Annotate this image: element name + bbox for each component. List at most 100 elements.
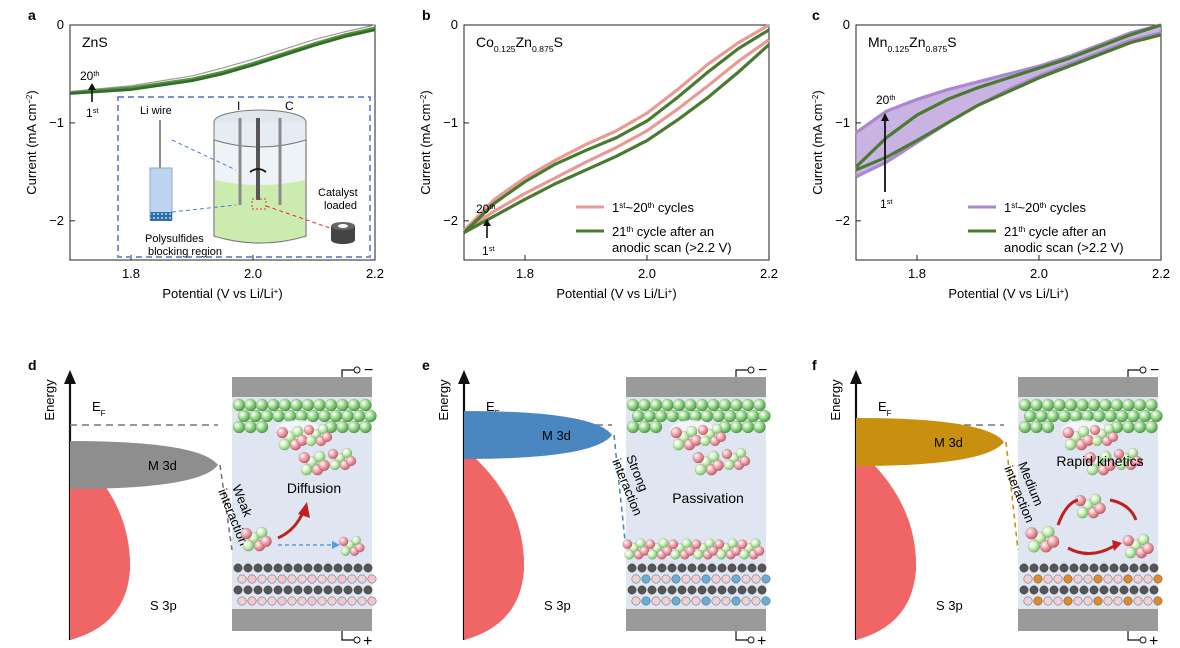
x-tick-label: 2.2 — [1152, 266, 1170, 281]
lattice-atom — [727, 563, 737, 573]
lattice-atom — [357, 574, 367, 584]
atom — [692, 451, 705, 464]
lattice-atom — [1103, 596, 1113, 606]
atom — [1131, 455, 1143, 467]
lattice-atom — [247, 596, 257, 606]
atom — [666, 409, 679, 423]
atom — [1094, 502, 1106, 515]
lattice-atom — [1109, 563, 1119, 573]
series-line — [854, 23, 1162, 169]
lattice-atom — [267, 596, 277, 606]
lattice-atom — [741, 574, 751, 584]
lattice-atom — [1153, 596, 1163, 606]
atom — [352, 409, 366, 423]
y-tick-label: 0 — [57, 17, 64, 32]
lattice-atom — [657, 563, 667, 573]
atom — [244, 420, 257, 434]
atom — [758, 409, 771, 423]
lattice-atom — [257, 596, 267, 606]
atom — [707, 398, 720, 412]
energy-axis-arrowhead — [850, 370, 862, 384]
x-axis-label: Potential (V vs Li/Li+) — [556, 286, 676, 301]
lattice-atom — [641, 596, 651, 606]
terminal-node-top — [747, 366, 755, 374]
atom — [347, 398, 361, 412]
atom — [684, 398, 697, 412]
lattice-atom — [273, 585, 283, 595]
cycle-start-label: 1st — [86, 106, 99, 121]
atom — [654, 409, 668, 423]
terminal-wire-bottom — [735, 631, 748, 641]
lattice-atom — [1079, 585, 1089, 595]
y-tick-label: 0 — [843, 17, 850, 32]
lattice-atom — [277, 574, 287, 584]
lattice-atom — [1063, 574, 1073, 584]
panel-label-f: f — [812, 357, 817, 373]
atom — [303, 424, 315, 436]
s3p-label: S 3p — [150, 598, 177, 613]
lattice-atom — [647, 563, 657, 573]
atom — [244, 398, 257, 412]
atom — [708, 545, 719, 556]
lattice-atom — [317, 574, 327, 584]
lattice-atom — [363, 563, 373, 573]
atom — [278, 398, 292, 412]
lattice-atom — [303, 585, 313, 595]
lattice-atom — [1099, 585, 1109, 595]
legend-label: 1st~20th cycles — [1004, 200, 1087, 215]
atom — [672, 438, 685, 451]
inset-frame — [117, 96, 371, 258]
atom — [232, 420, 246, 434]
terminal-wire-top — [341, 369, 354, 377]
atom — [645, 539, 656, 550]
atom — [260, 535, 272, 548]
lattice-atom — [1073, 574, 1083, 584]
lattice-atom — [233, 563, 243, 573]
lattice-atom — [1153, 574, 1163, 584]
terminal-node-bottom — [1139, 636, 1147, 644]
atom — [318, 409, 331, 423]
lattice-atom — [711, 596, 721, 606]
chart-title: Mn0.125Zn0.875S — [868, 34, 957, 54]
lattice-atom — [671, 574, 681, 584]
lattice-atom — [751, 596, 761, 606]
lattice-atom — [681, 596, 691, 606]
lattice-atom — [1139, 585, 1149, 595]
y-axis-label: Current (mA cm−2) — [810, 90, 825, 194]
m3d-label: M 3d — [148, 458, 177, 473]
lattice-atom — [651, 574, 661, 584]
interaction-link — [1005, 441, 1019, 551]
atom — [1084, 451, 1097, 464]
lattice-atom — [1079, 563, 1089, 573]
atom — [306, 409, 320, 423]
atom — [237, 409, 251, 423]
atom — [364, 409, 377, 423]
lattice-atom — [273, 563, 283, 573]
lattice-atom — [307, 574, 317, 584]
energy-axis-arrowhead — [64, 370, 76, 384]
chart-panel-b: 0 −1 −2 1.8 2.0 2.2 Potential (V vs Li/Li+) Cur… — [418, 17, 778, 301]
lattice-atom — [737, 585, 747, 595]
x-tick-label: 2.0 — [244, 266, 262, 281]
lattice-atom — [627, 585, 637, 595]
lattice-atom — [687, 563, 697, 573]
atom — [345, 455, 357, 467]
lattice-atom — [283, 563, 293, 573]
series-line — [462, 28, 770, 234]
lattice-atom — [257, 574, 267, 584]
lattice-atom — [1083, 596, 1093, 606]
lattice-atom — [1039, 563, 1049, 573]
plot-frame — [69, 24, 376, 261]
lattice-atom — [253, 585, 263, 595]
atom — [712, 459, 724, 472]
lattice-atom — [297, 596, 307, 606]
atom — [670, 549, 681, 560]
lattice-atom — [1093, 574, 1103, 584]
atom — [697, 424, 709, 436]
atom — [1035, 409, 1048, 423]
lattice-atom — [1133, 596, 1143, 606]
lattice-atom — [1089, 585, 1099, 595]
atom — [718, 398, 732, 412]
lattice-atom — [1063, 596, 1073, 606]
